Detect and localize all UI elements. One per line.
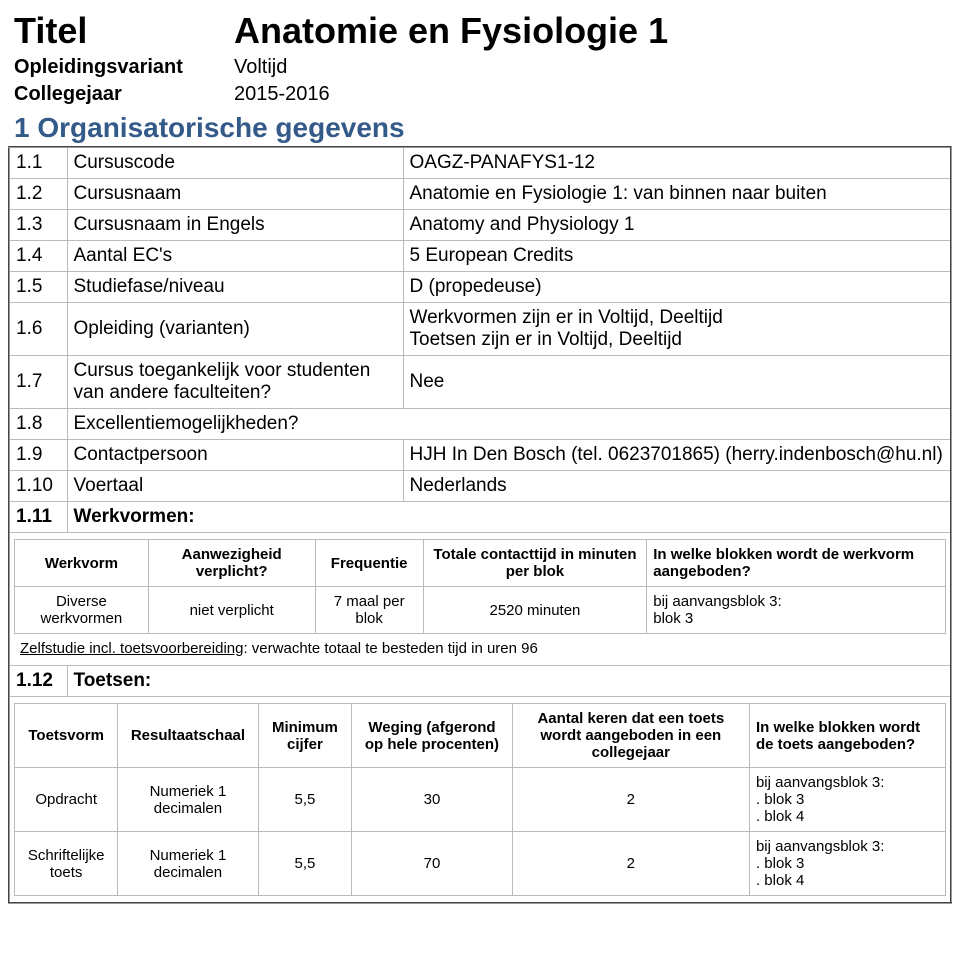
variant-value: Voltijd: [228, 54, 952, 81]
toetsen-col: Minimum cijfer: [258, 704, 352, 768]
werkvormen-col: Aanwezigheid verplicht?: [148, 540, 315, 587]
werkvormen-note: Zelfstudie incl. toetsvoorbereiding: ver…: [14, 636, 946, 661]
werkvormen-note-rest: : verwachte totaal te besteden tijd in u…: [243, 640, 537, 657]
row-value: OAGZ-PANAFYS1-12: [403, 147, 951, 179]
toetsen-cell: 5,5: [258, 832, 352, 896]
toetsen-cell: 2: [512, 832, 749, 896]
werkvormen-cell: 2520 minuten: [423, 587, 647, 634]
toetsen-cell: Numeriek 1 decimalen: [118, 832, 258, 896]
werkvormen-table: WerkvormAanwezigheid verplicht?Frequenti…: [14, 539, 946, 634]
toetsen-col: Toetsvorm: [15, 704, 118, 768]
toetsen-cell: bij aanvangsblok 3: . blok 3 . blok 4: [749, 768, 945, 832]
row-value: Anatomie en Fysiologie 1: van binnen naa…: [403, 179, 951, 210]
werkvormen-num: 1.11: [9, 502, 67, 533]
row-label: Cursuscode: [67, 147, 403, 179]
row-num: 1.8: [9, 409, 67, 440]
row-num: 1.1: [9, 147, 67, 179]
row-num: 1.3: [9, 210, 67, 241]
row-value: Nee: [403, 356, 951, 409]
section1-heading: 1 Organisatorische gegevens: [8, 110, 952, 146]
toetsen-col: Weging (afgerond op hele procenten): [352, 704, 512, 768]
year-value: 2015-2016: [228, 81, 952, 108]
werkvormen-note-prefix: Zelfstudie incl. toetsvoorbereiding: [20, 640, 243, 657]
row-label: Studiefase/niveau: [67, 272, 403, 303]
werkvormen-col: Frequentie: [315, 540, 423, 587]
row-num: 1.9: [9, 440, 67, 471]
header-table: Titel Anatomie en Fysiologie 1 Opleiding…: [8, 8, 952, 108]
row-label: Opleiding (varianten): [67, 303, 403, 356]
werkvormen-col: In welke blokken wordt de werkvorm aange…: [647, 540, 946, 587]
row-label: Cursus toegankelijk voor studenten van a…: [67, 356, 403, 409]
variant-label: Opleidingsvariant: [8, 54, 228, 81]
row-label: Voertaal: [67, 471, 403, 502]
row-num: 1.5: [9, 272, 67, 303]
toetsen-cell: 5,5: [258, 768, 352, 832]
toetsen-cell: 2: [512, 768, 749, 832]
werkvormen-col: Totale contacttijd in minuten per blok: [423, 540, 647, 587]
row-value: Anatomy and Physiology 1: [403, 210, 951, 241]
toetsen-table: ToetsvormResultaatschaalMinimum cijferWe…: [14, 703, 946, 896]
toetsen-cell: 70: [352, 832, 512, 896]
toetsen-cell: 30: [352, 768, 512, 832]
row-value: 5 European Credits: [403, 241, 951, 272]
toetsen-cell: Numeriek 1 decimalen: [118, 768, 258, 832]
row-num: 1.7: [9, 356, 67, 409]
row-label: Cursusnaam in Engels: [67, 210, 403, 241]
toetsen-num: 1.12: [9, 666, 67, 697]
toetsen-col: Resultaatschaal: [118, 704, 258, 768]
toetsen-cell: Opdracht: [15, 768, 118, 832]
row-value: D (propedeuse): [403, 272, 951, 303]
title-value: Anatomie en Fysiologie 1: [228, 8, 952, 54]
row-label: Cursusnaam: [67, 179, 403, 210]
werkvormen-cell: bij aanvangsblok 3: blok 3: [647, 587, 946, 634]
toetsen-label: Toetsen:: [67, 666, 951, 697]
row-value: Nederlands: [403, 471, 951, 502]
werkvormen-cell: niet verplicht: [148, 587, 315, 634]
row-label: Excellentiemogelijkheden?: [67, 409, 951, 440]
row-num: 1.2: [9, 179, 67, 210]
row-label: Aantal EC's: [67, 241, 403, 272]
row-num: 1.6: [9, 303, 67, 356]
toetsen-cell: Schriftelijke toets: [15, 832, 118, 896]
row-value: Werkvormen zijn er in Voltijd, Deeltijd …: [403, 303, 951, 356]
row-num: 1.10: [9, 471, 67, 502]
toetsen-cell: bij aanvangsblok 3: . blok 3 . blok 4: [749, 832, 945, 896]
werkvormen-col: Werkvorm: [15, 540, 149, 587]
row-value: HJH In Den Bosch (tel. 0623701865) (herr…: [403, 440, 951, 471]
toetsen-col: In welke blokken wordt de toets aangebod…: [749, 704, 945, 768]
row-num: 1.4: [9, 241, 67, 272]
year-label: Collegejaar: [8, 81, 228, 108]
werkvormen-label: Werkvormen:: [67, 502, 951, 533]
row-label: Contactpersoon: [67, 440, 403, 471]
title-label: Titel: [8, 8, 228, 54]
werkvormen-cell: Diverse werkvormen: [15, 587, 149, 634]
werkvormen-cell: 7 maal per blok: [315, 587, 423, 634]
toetsen-col: Aantal keren dat een toets wordt aangebo…: [512, 704, 749, 768]
section1-table: 1.1CursuscodeOAGZ-PANAFYS1-12 1.2Cursusna…: [8, 146, 952, 904]
